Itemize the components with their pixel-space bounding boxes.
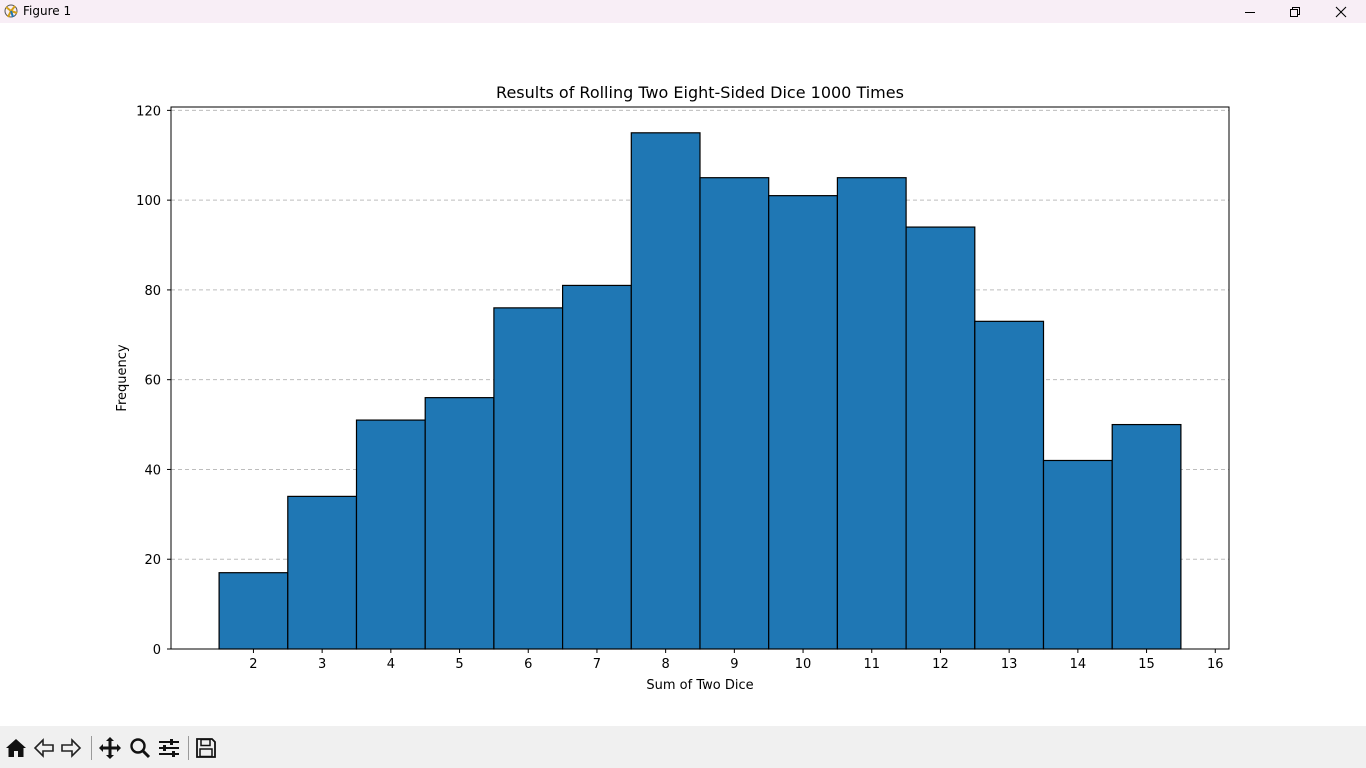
bar-7	[561, 284, 632, 650]
x-tick-label-15: 15	[1138, 657, 1155, 672]
y-tick-label-80: 80	[144, 284, 161, 299]
y-tick-label-60: 60	[144, 374, 161, 389]
navigation-toolbar	[0, 726, 1366, 768]
x-tick-label-10: 10	[795, 657, 812, 672]
bar-2	[218, 572, 289, 650]
y-tick-label-20: 20	[144, 553, 161, 568]
minimize-icon	[1245, 11, 1255, 13]
ticks: 2 3 4 5 6 7 8 9 10 11 12 13 14 15 16 0 20 40 60 80 100 120	[136, 104, 1223, 672]
x-tick-label-16: 16	[1207, 657, 1224, 672]
figure-canvas[interactable]: 2 3 4 5 6 7 8 9 10 11 12 13 14 15 16 0 20 40 60 80 100 120 Re…	[0, 23, 1366, 726]
bar-9	[699, 177, 770, 650]
home-button[interactable]	[3, 735, 29, 761]
zoom-button[interactable]	[127, 735, 153, 761]
y-tick-label-40: 40	[144, 463, 161, 478]
y-tick-label-100: 100	[136, 194, 161, 209]
window-titlebar: Figure 1	[0, 0, 1366, 23]
x-tick-label-3: 3	[318, 657, 326, 672]
toolbar-separator	[91, 736, 92, 760]
configure-subplots-button[interactable]	[156, 735, 182, 761]
save-button[interactable]	[193, 735, 219, 761]
close-button[interactable]	[1318, 0, 1364, 23]
x-tick-label-6: 6	[524, 657, 532, 672]
window-title: Figure 1	[23, 4, 72, 18]
x-tick-label-13: 13	[1001, 657, 1018, 672]
bar-3	[287, 495, 358, 650]
floppy-disk-icon	[196, 738, 216, 758]
x-tick-label-12: 12	[932, 657, 949, 672]
bar-5	[424, 397, 495, 650]
x-tick-label-7: 7	[593, 657, 601, 672]
y-tick-label-120: 120	[136, 104, 161, 119]
bar-4	[355, 419, 426, 650]
close-icon	[1335, 6, 1347, 17]
x-tick-label-9: 9	[730, 657, 738, 672]
matplotlib-app-icon	[3, 3, 19, 19]
axes-frame	[170, 106, 1230, 650]
minimize-button[interactable]	[1227, 0, 1273, 23]
bar-11	[836, 177, 907, 650]
bar-14	[1042, 459, 1113, 650]
bar-10	[768, 195, 839, 650]
home-icon	[6, 739, 26, 757]
x-axis-label: Sum of Two Dice	[646, 678, 753, 693]
pan-button[interactable]	[97, 735, 123, 761]
bar-13	[974, 320, 1045, 650]
bar-12	[905, 226, 976, 650]
x-tick-label-14: 14	[1070, 657, 1087, 672]
x-tick-label-8: 8	[662, 657, 670, 672]
x-tick-label-4: 4	[387, 657, 395, 672]
x-tick-label-2: 2	[249, 657, 257, 672]
maximize-button[interactable]	[1272, 0, 1318, 23]
forward-button[interactable]	[58, 735, 84, 761]
sliders-icon	[159, 739, 179, 757]
move-icon	[99, 737, 121, 759]
histogram-chart: 2 3 4 5 6 7 8 9 10 11 12 13 14 15 16 0 20 40 60 80 100 120 Re…	[115, 83, 1230, 693]
back-button[interactable]	[31, 735, 57, 761]
y-axis-label: Frequency	[115, 344, 130, 411]
bar-6	[493, 307, 564, 650]
x-tick-label-5: 5	[455, 657, 463, 672]
x-tick-label-11: 11	[863, 657, 880, 672]
forward-arrow-icon	[61, 738, 82, 758]
bar-15	[1111, 423, 1182, 650]
y-tick-label-0: 0	[153, 643, 161, 658]
restore-icon	[1290, 6, 1300, 17]
toolbar-separator	[188, 736, 189, 760]
magnifier-icon	[130, 738, 151, 759]
chart-title: Results of Rolling Two Eight-Sided Dice …	[496, 83, 904, 102]
bars	[218, 132, 1182, 650]
bar-8	[630, 132, 701, 650]
back-arrow-icon	[33, 738, 54, 758]
